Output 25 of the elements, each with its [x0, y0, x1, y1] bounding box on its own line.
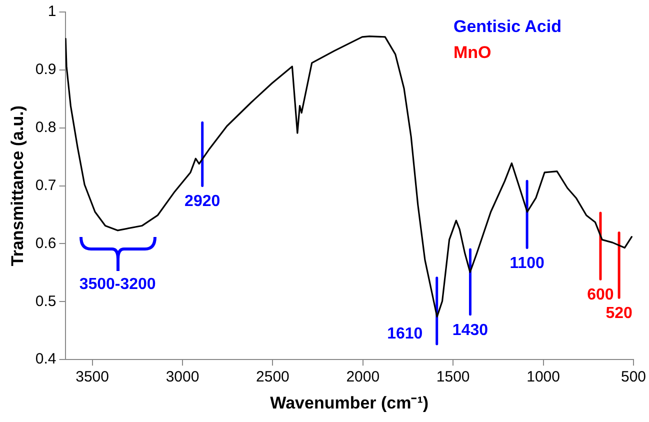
y-tick-label: 0.5	[35, 292, 56, 310]
annotation: 600	[587, 286, 614, 304]
x-axis-title: Wavenumber (cm⁻¹)	[270, 393, 429, 412]
y-tick-label: 1	[48, 3, 56, 20]
x-tick-label: 3500	[76, 368, 109, 386]
y-tick-label: 0.8	[35, 119, 56, 136]
annotation: 1610	[387, 325, 423, 342]
annotation: 1430	[452, 322, 488, 339]
y-tick-label: 0.6	[35, 234, 56, 252]
x-tick-label: 2500	[256, 368, 290, 386]
y-tick-label: 0.7	[35, 176, 56, 194]
y-tick-label: 0.9	[35, 61, 56, 78]
x-tick-label: 1500	[436, 368, 470, 386]
x-tick-label: 1000	[526, 368, 560, 386]
annotation: 3500-3200	[79, 276, 156, 293]
annotation: 1100	[510, 255, 545, 272]
text: MnO	[453, 42, 492, 64]
y-tick-label: 0.4	[35, 350, 56, 368]
annotation: 520	[606, 305, 632, 322]
x-tick-label: 500	[620, 368, 646, 386]
x-tick-label: 2000	[346, 368, 380, 386]
y-axis-title: Transmittance (a.u.)	[8, 105, 27, 266]
text: Gentisic Acid	[453, 16, 562, 38]
annotation: 2920	[184, 193, 220, 210]
x-tick-label: 3000	[166, 368, 200, 386]
